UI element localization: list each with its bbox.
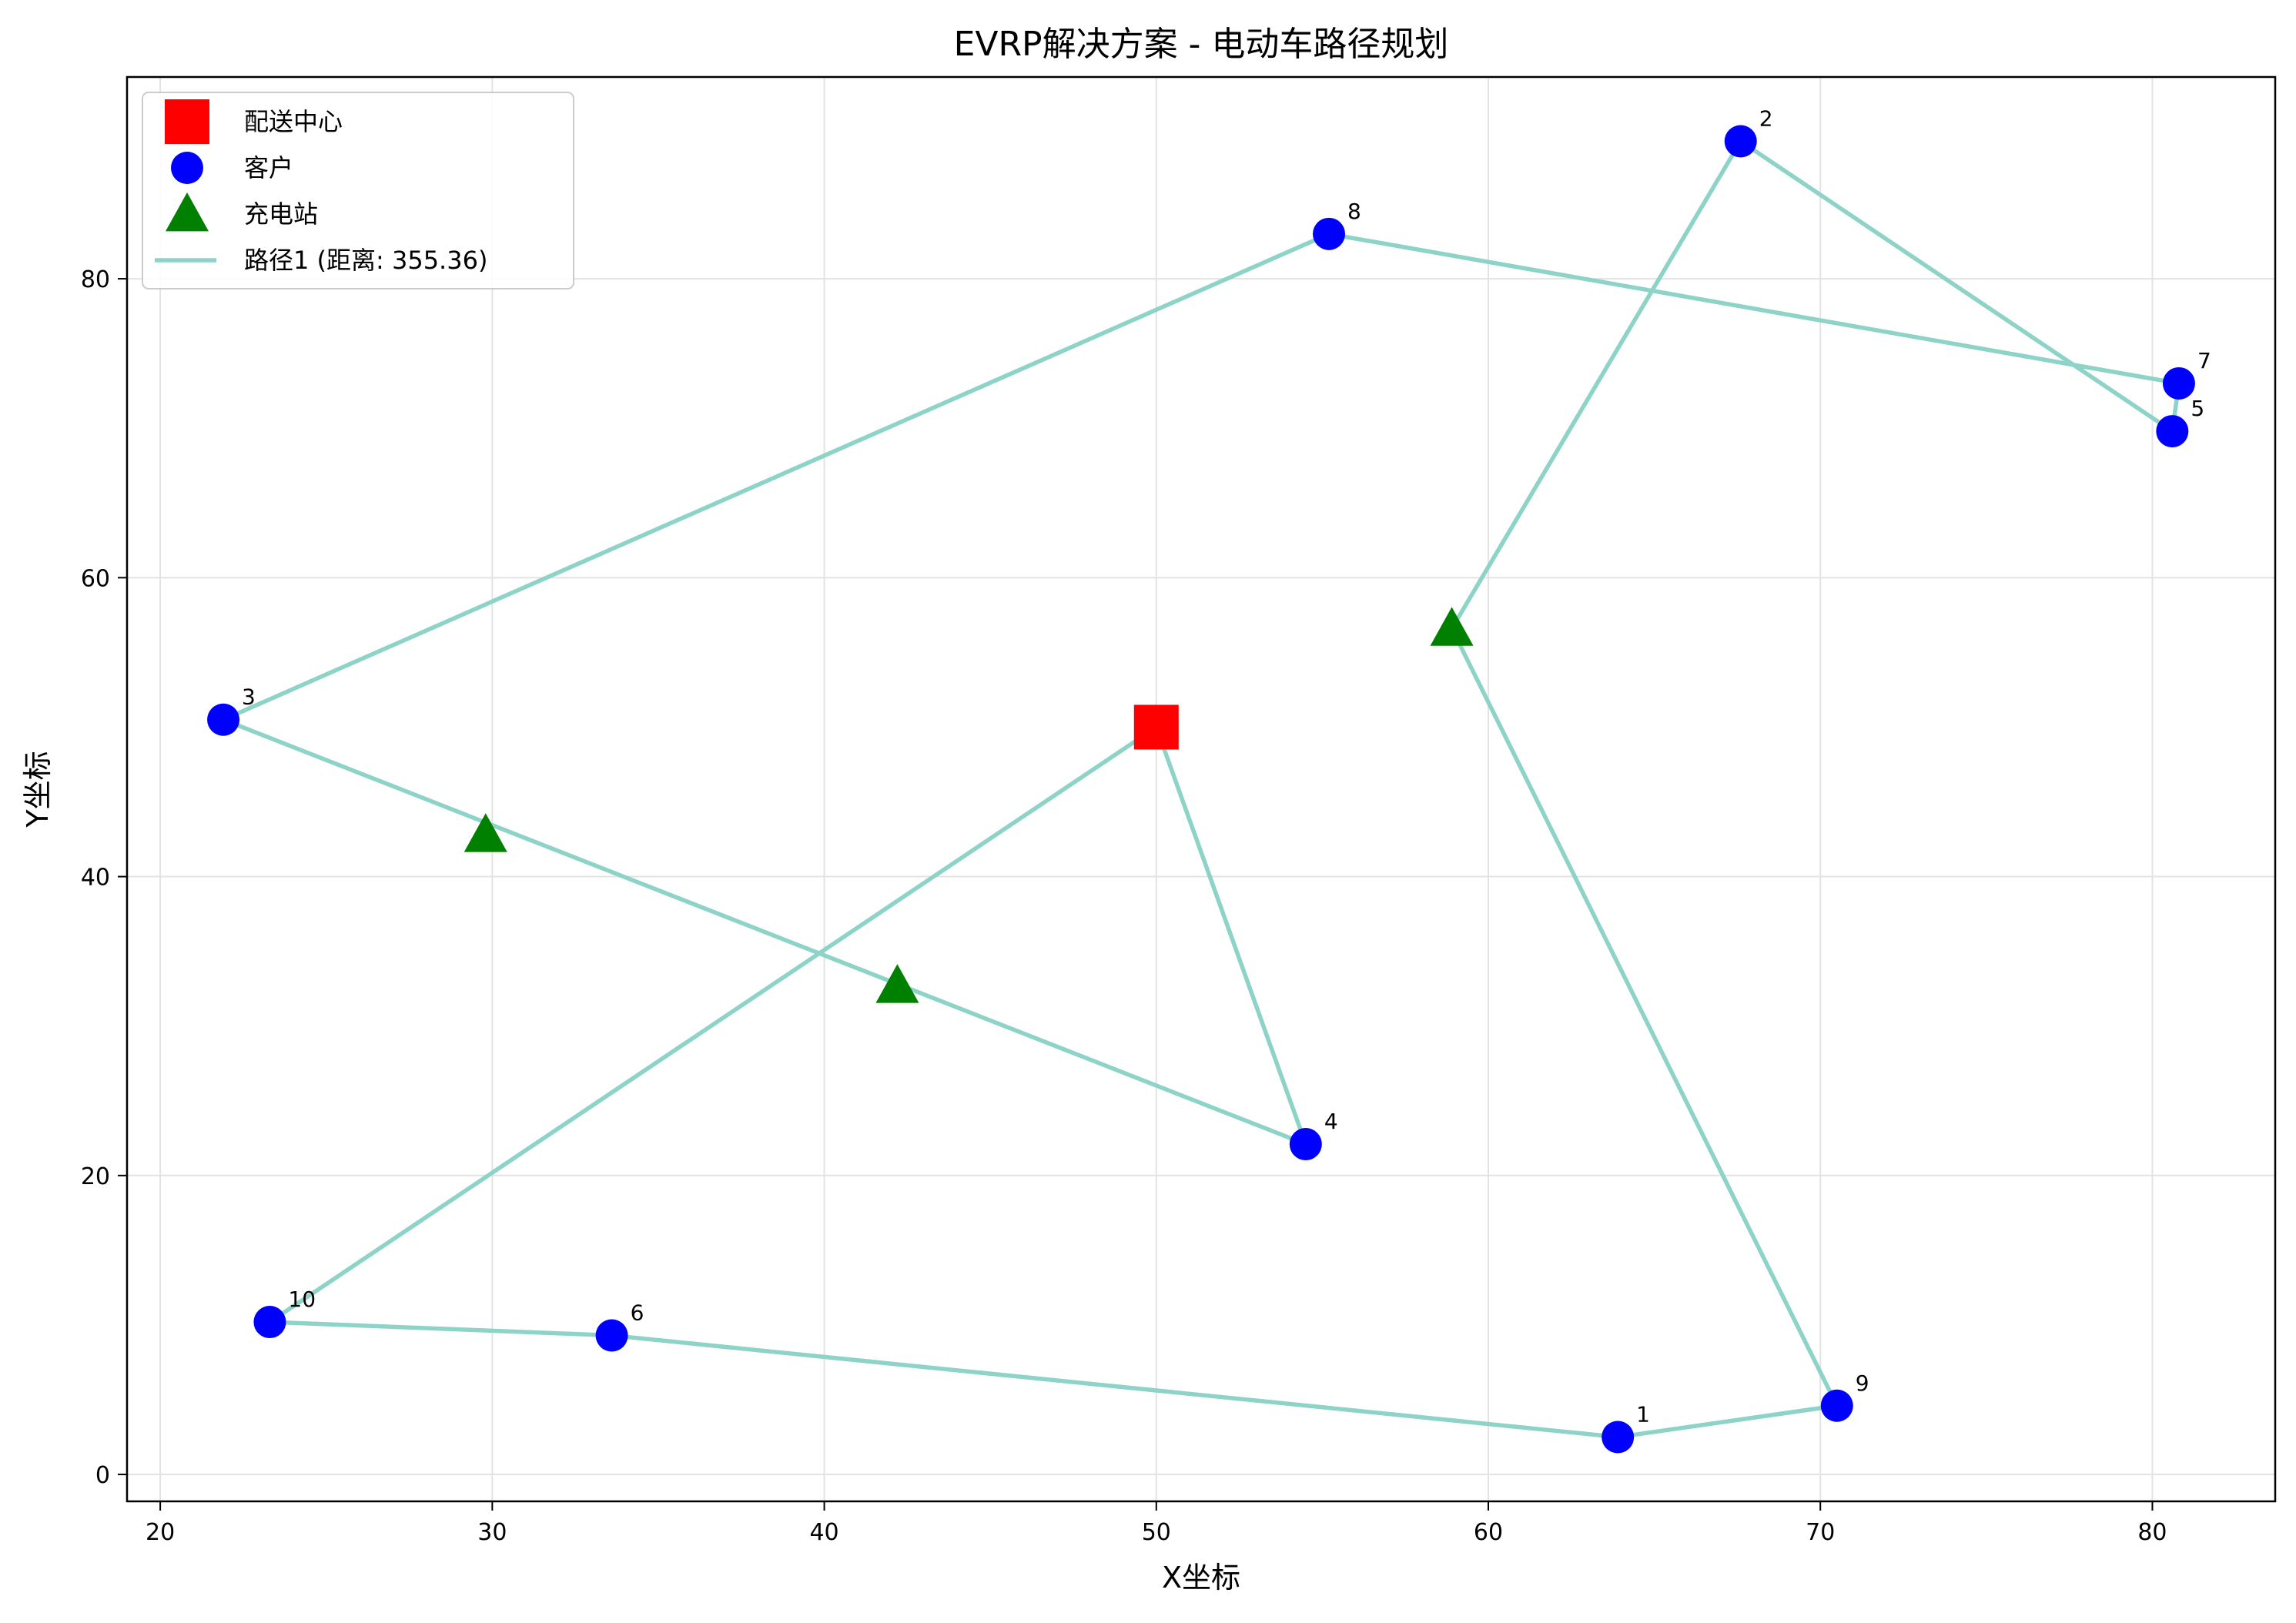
customer-label: 7	[2197, 348, 2211, 373]
customer-label: 5	[2191, 396, 2204, 421]
legend-label: 路径1 (距离: 355.36)	[244, 246, 487, 275]
customer-marker	[1724, 125, 1757, 158]
customer-label: 3	[242, 684, 256, 710]
customer-marker	[253, 1306, 286, 1339]
y-tick-label: 60	[81, 565, 110, 592]
customer-marker	[1313, 217, 1346, 250]
legend-label: 配送中心	[244, 107, 343, 136]
customer-marker	[2156, 415, 2189, 448]
axis-ticks: 20 30 40 50 60 70 80 0 20 40 60 80	[81, 266, 2167, 1546]
y-axis-label: Y坐标	[21, 751, 55, 828]
customer-marker	[207, 703, 240, 736]
customer-label: 4	[1324, 1109, 1338, 1134]
x-tick-label: 80	[2137, 1519, 2167, 1546]
chart-title: EVRP解决方案 - 电动车路径规划	[954, 25, 1449, 64]
y-tick-label: 40	[81, 865, 110, 892]
x-tick-label: 70	[1806, 1519, 1835, 1546]
x-tick-label: 50	[1142, 1519, 1171, 1546]
customer-marker	[595, 1319, 628, 1352]
y-tick-label: 80	[81, 266, 110, 293]
legend-label: 客户	[244, 153, 293, 182]
charging-station-marker	[464, 813, 507, 852]
charging-station-marker	[1430, 607, 1474, 646]
customer-label: 8	[1347, 199, 1361, 224]
x-tick-label: 20	[146, 1519, 175, 1546]
point-labels: 1 2 3 4 5 6 7 8 9 10	[242, 105, 2211, 1427]
depot-marker	[1133, 704, 1179, 750]
customer-label: 1	[1636, 1402, 1650, 1427]
customer-marker	[1820, 1389, 1853, 1422]
customer-label: 6	[631, 1300, 644, 1326]
x-tick-label: 30	[477, 1519, 507, 1546]
customer-marker	[2162, 366, 2195, 400]
charging-station-marker	[875, 964, 919, 1003]
legend-depot-swatch	[165, 99, 209, 144]
legend-customer-swatch	[171, 152, 203, 184]
x-axis-label: X坐标	[1162, 1561, 1240, 1595]
route-layer	[217, 138, 2182, 1440]
legend-station-swatch	[166, 192, 209, 232]
customer-label: 10	[288, 1287, 316, 1312]
x-tick-label: 40	[809, 1519, 838, 1546]
marker-layer	[207, 125, 2195, 1454]
customer-marker	[1602, 1421, 1635, 1454]
route-line	[217, 138, 2182, 1440]
x-tick-label: 60	[1474, 1519, 1503, 1546]
legend-box	[142, 92, 574, 289]
customer-label: 9	[1856, 1370, 1869, 1396]
y-tick-label: 20	[81, 1163, 110, 1190]
y-tick-label: 0	[95, 1462, 110, 1489]
legend-label: 充电站	[244, 199, 318, 229]
customer-marker	[1289, 1128, 1322, 1161]
customer-label: 2	[1759, 105, 1773, 131]
plot-frame	[126, 75, 2277, 1503]
